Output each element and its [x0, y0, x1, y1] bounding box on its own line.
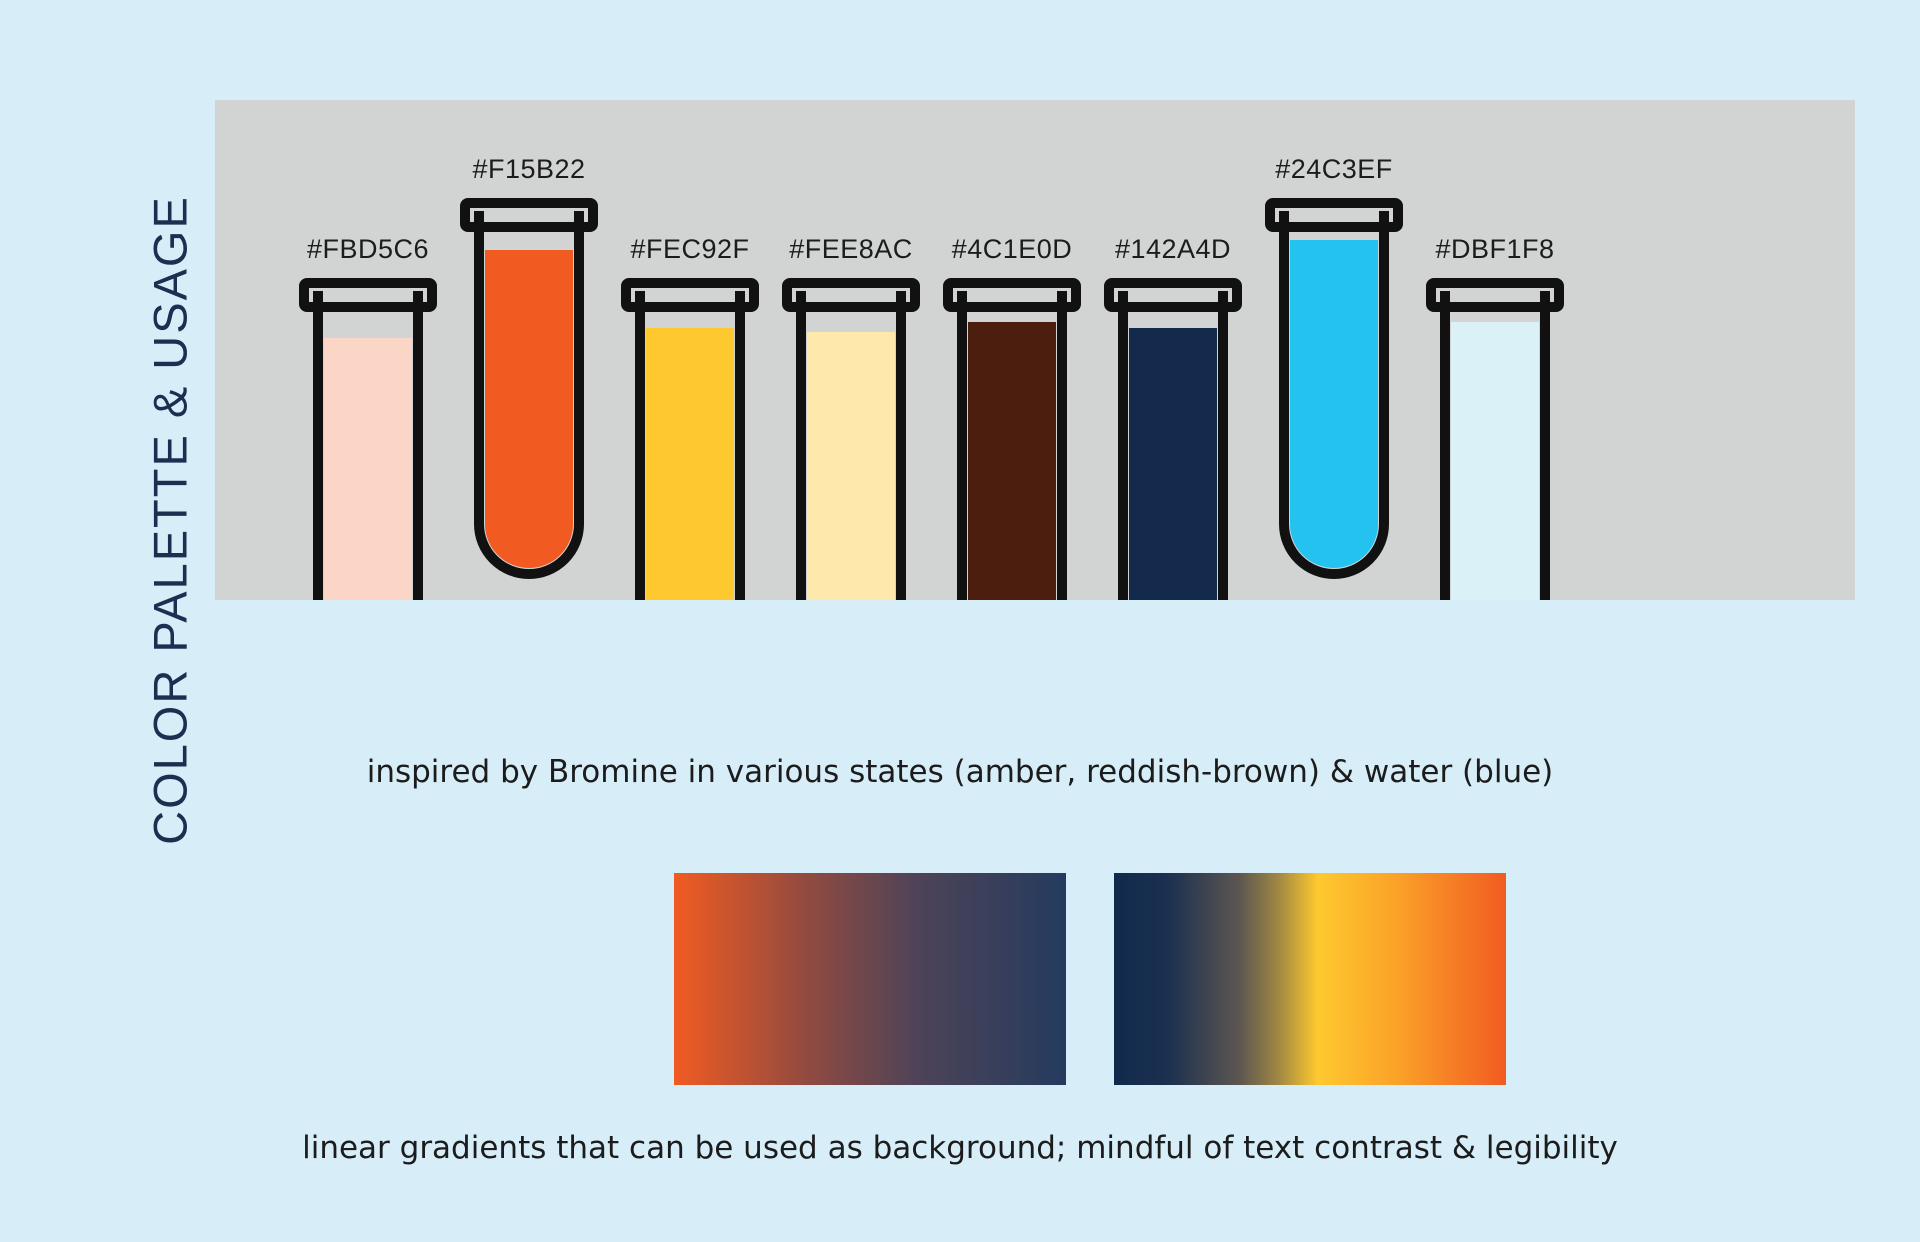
- test-tube-liquid: [1451, 322, 1539, 600]
- swatch-hex-label: #142A4D: [1114, 234, 1232, 264]
- page-title: COLOR PALETTE & USAGE: [143, 195, 197, 845]
- gradient-swatch-navy-to-orange: [1114, 873, 1506, 1085]
- test-tube-reddish-brown[interactable]: #4C1E0D: [943, 100, 1081, 600]
- swatch-hex-label: #FEC92F: [630, 234, 750, 264]
- test-tube-graphic: [1104, 278, 1242, 600]
- test-tube-pale-peach[interactable]: #FBD5C6: [299, 100, 437, 600]
- test-tube-outline: [1279, 211, 1389, 579]
- gradient-swatch-orange-to-navy: [674, 873, 1066, 1085]
- test-tube-outline: [474, 211, 584, 579]
- test-tube-graphic: [621, 278, 759, 600]
- test-tube-liquid: [324, 338, 412, 600]
- test-tube-graphic: [1426, 278, 1564, 600]
- test-tube-liquid: [968, 322, 1056, 600]
- test-tube-graphic: [299, 278, 437, 600]
- test-tube-deep-navy[interactable]: #142A4D: [1104, 100, 1242, 600]
- test-tube-liquid: [1290, 240, 1378, 568]
- test-tube-cap: [299, 278, 437, 312]
- test-tube-graphic: [1265, 198, 1403, 579]
- swatch-hex-label: #24C3EF: [1275, 154, 1393, 184]
- test-tube-graphic: [943, 278, 1081, 600]
- swatch-hex-label: #F15B22: [472, 154, 586, 184]
- test-tube-water-blue[interactable]: #24C3EF: [1265, 100, 1403, 600]
- test-tube-rack: #FBD5C6 #F15B22 #FEC92F #FEE8AC #4C1E0D #142A…: [215, 100, 1855, 600]
- test-tube-cap: [1104, 278, 1242, 312]
- test-tube-cap: [943, 278, 1081, 312]
- test-tube-pale-ice-blue[interactable]: #DBF1F8: [1426, 100, 1564, 600]
- test-tube-bromine-orange[interactable]: #F15B22: [460, 100, 598, 600]
- test-tube-liquid: [807, 332, 895, 600]
- test-tube-cap: [1426, 278, 1564, 312]
- test-tube-liquid: [1129, 328, 1217, 600]
- test-tube-liquid: [485, 250, 573, 568]
- test-tube-cap: [1265, 198, 1403, 232]
- swatch-hex-label: #DBF1F8: [1435, 234, 1555, 264]
- test-tube-graphic: [782, 278, 920, 600]
- swatch-hex-label: #FBD5C6: [306, 234, 430, 264]
- test-tube-amber-yellow[interactable]: #FEC92F: [621, 100, 759, 600]
- test-tube-cap: [621, 278, 759, 312]
- palette-caption: inspired by Bromine in various states (a…: [366, 754, 1554, 790]
- test-tube-pale-amber[interactable]: #FEE8AC: [782, 100, 920, 600]
- gradients-caption: linear gradients that can be used as bac…: [302, 1130, 1618, 1166]
- test-tube-cap: [460, 198, 598, 232]
- test-tube-graphic: [460, 198, 598, 579]
- test-tube-liquid: [646, 328, 734, 600]
- swatch-hex-label: #FEE8AC: [789, 234, 913, 264]
- swatch-hex-label: #4C1E0D: [951, 234, 1073, 264]
- test-tube-cap: [782, 278, 920, 312]
